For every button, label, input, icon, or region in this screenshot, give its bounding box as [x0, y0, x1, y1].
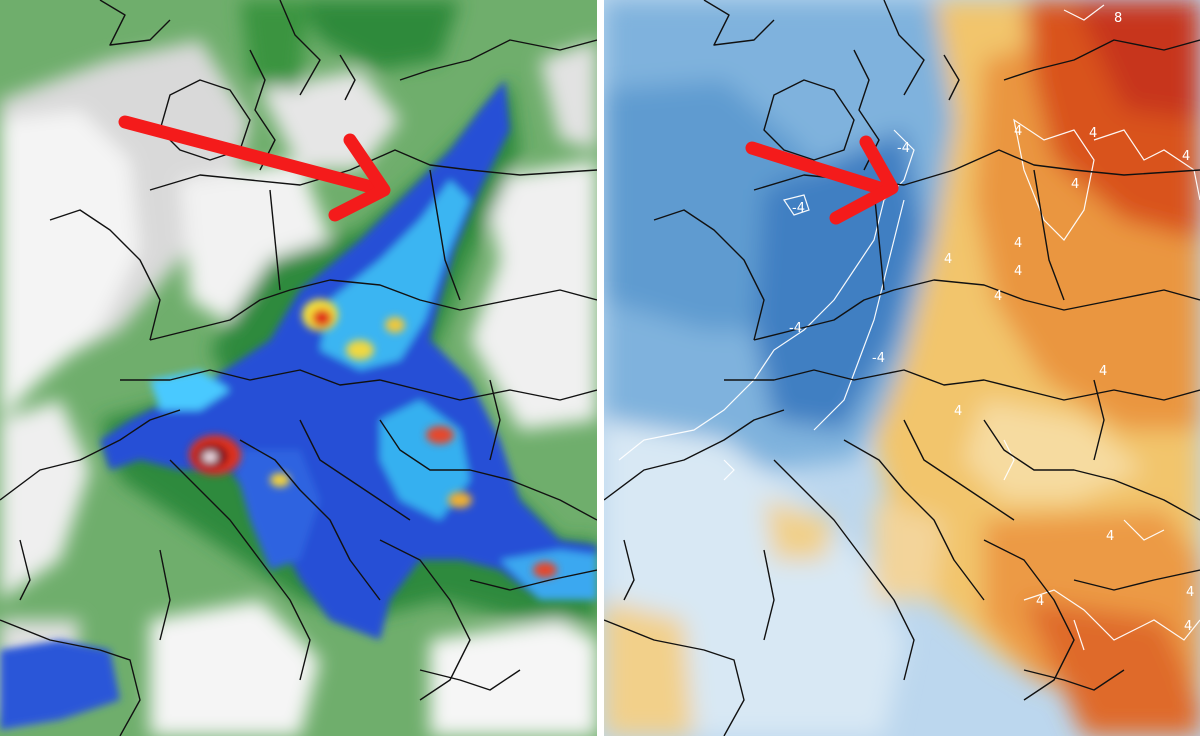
anomaly-field: [604, 0, 1200, 736]
contour-label: -4: [789, 321, 802, 336]
contour-label: 4: [1186, 585, 1194, 600]
contour-label: 4: [1089, 126, 1097, 141]
precip-cores: [189, 299, 557, 578]
contour-label: 4: [1014, 236, 1022, 251]
precip-band: [0, 80, 597, 730]
contour-label: -4: [897, 141, 910, 156]
map-borders: [0, 0, 597, 736]
contour-labels: 8 4 4 4 4 4 4 4 4 4 4 -4 -4 -4 -4 4 4 4 …: [789, 11, 1194, 634]
contour-label: 4: [1184, 619, 1192, 634]
contour-label: 4: [1071, 177, 1079, 192]
contour-label: 4: [1106, 529, 1114, 544]
arrow-indicator: [118, 115, 391, 222]
precipitation-map: [0, 0, 597, 736]
panel-divider: [597, 0, 604, 736]
contour-label: 8: [1114, 11, 1122, 26]
contour-lines: [618, 4, 1200, 651]
map-borders: [604, 0, 1200, 736]
contour-label: 4: [1099, 364, 1107, 379]
precipitation-map-panel: [0, 0, 597, 736]
contour-label: 4: [994, 289, 1002, 304]
contour-label: 4: [954, 404, 962, 419]
temperature-anomaly-map-panel: 8 4 4 4 4 4 4 4 4 4 4 -4 -4 -4 -4 4 4 4 …: [604, 0, 1200, 736]
contour-label: 4: [1182, 149, 1190, 164]
contour-label: 4: [1036, 594, 1044, 609]
contour-label: -4: [872, 351, 885, 366]
arrow-indicator: [745, 135, 899, 225]
contour-label: 4: [1014, 124, 1022, 139]
contour-label: 4: [1014, 264, 1022, 279]
temperature-anomaly-map: 8 4 4 4 4 4 4 4 4 4 4 -4 -4 -4 -4 4 4 4 …: [604, 0, 1200, 736]
contour-label: -4: [792, 201, 805, 216]
contour-label: 4: [944, 252, 952, 267]
